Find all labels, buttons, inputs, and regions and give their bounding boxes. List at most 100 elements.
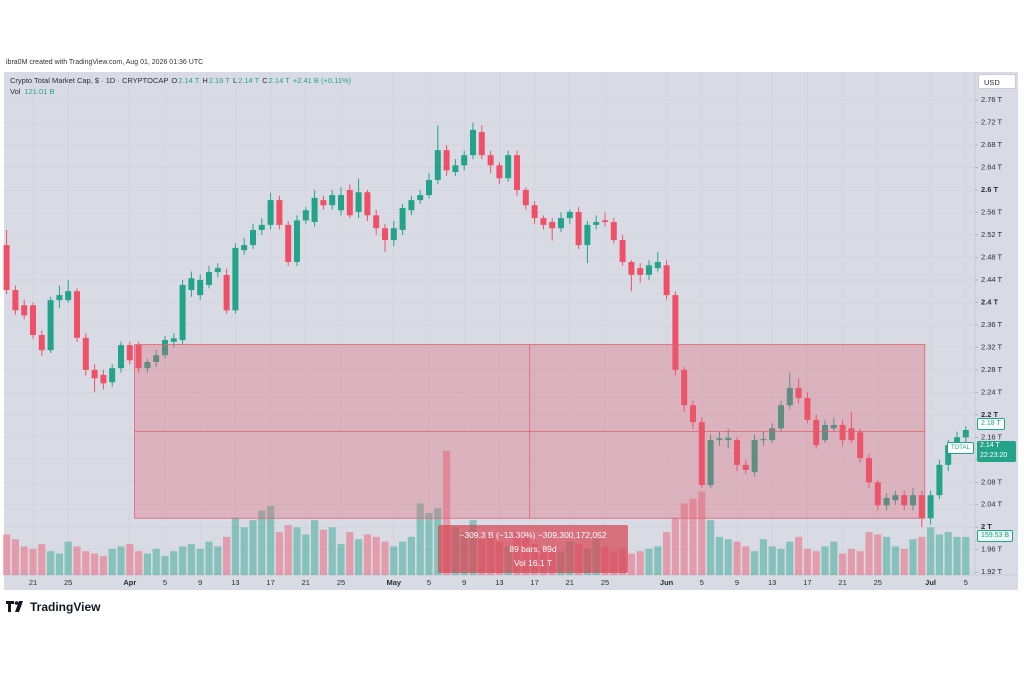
candle-body xyxy=(487,155,494,166)
volume-bar xyxy=(627,553,635,575)
candle-body xyxy=(619,240,626,262)
volume-bar xyxy=(355,539,363,575)
x-tick-label: 5 xyxy=(700,578,704,587)
volume-bar xyxy=(55,553,63,575)
x-tick-label: 25 xyxy=(874,578,882,587)
candle-body xyxy=(417,195,424,201)
candle-body xyxy=(118,345,124,369)
y-tick-label: 2.08 T xyxy=(981,477,1003,486)
candle-body xyxy=(399,208,406,230)
candle-body xyxy=(223,274,230,311)
x-tick-label: 13 xyxy=(231,578,239,587)
x-tick-label: May xyxy=(387,578,402,587)
volume-bar xyxy=(707,520,715,575)
volume-bar xyxy=(399,541,407,575)
credit: ibra0M created with TradingView.com, Aug… xyxy=(6,59,204,66)
volume-bar xyxy=(777,548,785,575)
volume-bar xyxy=(443,451,451,575)
volume-bar xyxy=(73,546,81,575)
y-tick-label: 2.48 T xyxy=(981,252,1003,261)
candle-body xyxy=(426,179,432,196)
volume-bar xyxy=(390,546,398,575)
volume-bar xyxy=(108,548,116,575)
candle-body xyxy=(47,300,54,351)
candle-body xyxy=(100,374,107,384)
y-tick-label: 2.24 T xyxy=(981,387,1003,396)
volume-bar xyxy=(205,541,213,575)
y-tick-label: 2.04 T xyxy=(981,500,1003,509)
candle-body xyxy=(725,437,732,441)
volume-bar xyxy=(363,534,371,575)
value: 2.16 T xyxy=(208,76,230,85)
candle-body xyxy=(954,437,960,446)
volume-bar xyxy=(38,544,46,575)
volume-bar xyxy=(319,529,327,575)
volume-bar xyxy=(152,548,160,575)
candle-body xyxy=(285,224,292,262)
logo-icon xyxy=(6,601,23,612)
volume-bar xyxy=(636,551,644,575)
candle-body xyxy=(179,285,186,341)
y-tick-label: 2.44 T xyxy=(981,275,1003,284)
x-tick-label: 17 xyxy=(266,578,274,587)
candle-body xyxy=(382,228,388,241)
candle-body xyxy=(663,265,670,296)
candle-body xyxy=(470,129,476,156)
y-tick-label: 2.36 T xyxy=(981,320,1003,329)
volume-bar xyxy=(927,527,935,575)
candle-body xyxy=(82,337,89,370)
candle-body xyxy=(575,211,582,246)
x-tick-label: 17 xyxy=(530,578,538,587)
label: L xyxy=(232,76,238,85)
candle-body xyxy=(364,192,371,216)
candle-body xyxy=(496,165,503,179)
volume-bar xyxy=(179,546,187,575)
candle-body xyxy=(742,464,749,470)
volume-bar xyxy=(47,551,55,575)
y-tick-label: 2.16 T xyxy=(981,432,1003,441)
candle-body xyxy=(329,195,336,206)
volume-bar xyxy=(944,532,952,575)
currency-button[interactable]: USD xyxy=(978,74,1016,89)
candle-body xyxy=(144,361,151,369)
volume-tag: 159.53 B xyxy=(977,530,1014,542)
x-tick-label: 25 xyxy=(64,578,72,587)
volume-bar xyxy=(724,539,732,575)
volume-bar xyxy=(953,536,961,575)
volume-bar xyxy=(143,553,151,575)
volume-bar xyxy=(407,536,415,575)
candle-body xyxy=(549,222,556,229)
candle-body xyxy=(188,278,195,291)
volume-bar xyxy=(830,541,838,575)
ohlc-h: H 2.16 T xyxy=(202,76,230,85)
volume-bar xyxy=(891,546,899,575)
value: 2.14 T xyxy=(238,76,260,85)
candle-body xyxy=(646,265,652,275)
candle-body xyxy=(3,245,10,291)
volume-bar xyxy=(328,527,336,575)
candle-body xyxy=(769,428,776,441)
volume-bar xyxy=(381,541,389,575)
candle-body xyxy=(839,424,846,441)
candle-body xyxy=(681,369,688,406)
measure-layer xyxy=(134,344,926,519)
label: O xyxy=(171,76,178,85)
candle-body xyxy=(566,211,573,219)
candle-body xyxy=(857,432,864,459)
price-tag: 2.14 T 22:23:20 xyxy=(977,441,1016,462)
price: 2.14 T xyxy=(980,442,1000,449)
candle-body xyxy=(206,272,212,286)
candle-body xyxy=(637,268,644,275)
volume-bar xyxy=(293,527,301,575)
candle-body xyxy=(734,440,740,465)
x-tick-label: 9 xyxy=(462,578,466,587)
candle-body xyxy=(197,279,204,296)
x-tick-label: 9 xyxy=(198,578,202,587)
y-tick-label: 2.76 T xyxy=(981,95,1003,104)
candle-body xyxy=(170,338,177,342)
x-tick-label: Apr xyxy=(123,578,136,587)
candle-body xyxy=(760,438,767,441)
x-tick-label: 5 xyxy=(964,578,968,587)
candle-body xyxy=(38,335,45,351)
candle-body xyxy=(558,218,564,229)
